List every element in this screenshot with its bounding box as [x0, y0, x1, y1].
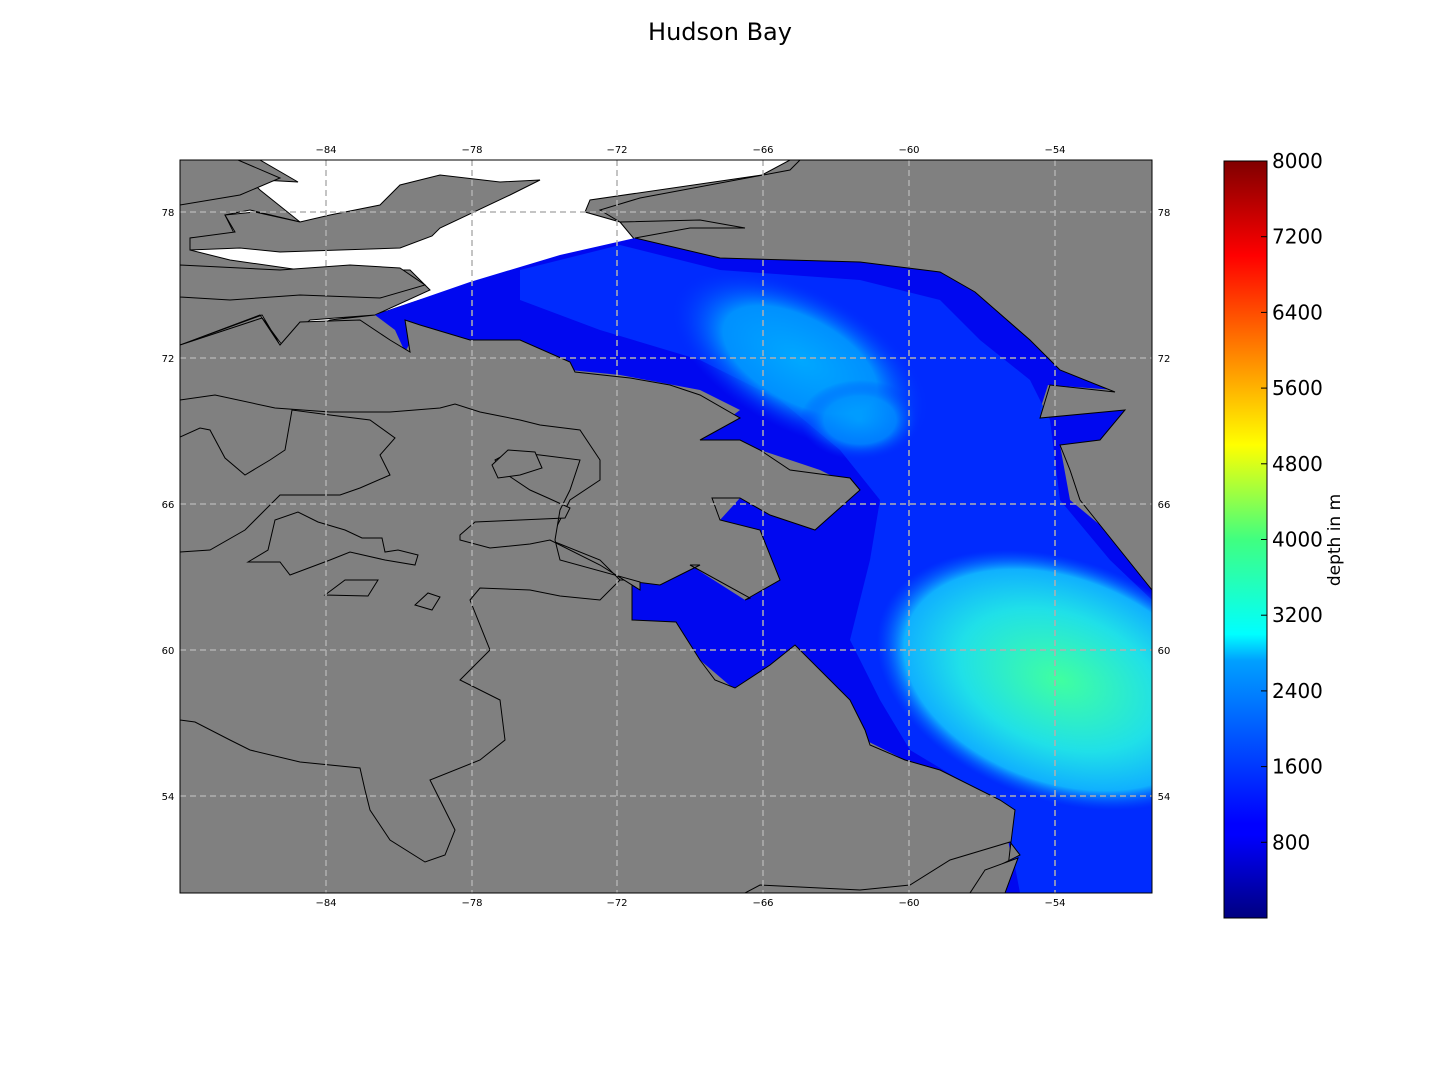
colorbar-tick-label: 7200: [1272, 225, 1323, 249]
map-frame: [179, 159, 1153, 894]
lon-tick-label: −78: [461, 898, 482, 909]
lon-tick-label: −66: [752, 145, 773, 156]
lat-tick-labels-right: 78 72 66 60 54: [1158, 208, 1171, 803]
colorbar-tick-label: 800: [1272, 830, 1310, 854]
small-island-c: [414, 592, 441, 611]
colorbar-label: depth in m: [1325, 494, 1345, 586]
lat-tick-label: 66: [1158, 500, 1171, 511]
arctic-island-north: [180, 160, 282, 206]
greenland: [598, 160, 1152, 591]
lon-tick-label: −54: [1044, 898, 1065, 909]
southampton-island: [459, 451, 641, 591]
map-area: [180, 160, 1152, 893]
lon-tick-label: −66: [752, 898, 773, 909]
lon-tick-label: −54: [1044, 145, 1065, 156]
chart-title: Hudson Bay: [648, 18, 792, 46]
colorbar-ticks: 8000 7200 6400 5600 4800 4000 3200 2400 1600 800: [1261, 149, 1323, 854]
colorbar-tick-label: 1600: [1272, 755, 1323, 779]
lon-tick-label: −72: [606, 898, 627, 909]
lon-tick-label: −78: [461, 145, 482, 156]
graticule: [180, 160, 1152, 893]
lon-tick-label: −60: [898, 145, 919, 156]
lon-tick-labels-top: −84 −78 −72 −66 −60 −54: [315, 145, 1065, 156]
lat-tick-label: 60: [1158, 646, 1171, 657]
lat-tick-label: 54: [162, 792, 175, 803]
arctic-island-middle: [180, 264, 427, 301]
colorbar-tick-label: 4800: [1272, 452, 1323, 476]
lat-tick-label: 72: [1158, 354, 1171, 365]
colorbar-tick-label: 2400: [1272, 679, 1323, 703]
lon-tick-labels-bottom: −84 −78 −72 −66 −60 −54: [315, 898, 1065, 909]
small-island-d: [969, 857, 1019, 893]
colorbar-tick-label: 4000: [1272, 528, 1323, 552]
colorbar-tick-label: 8000: [1272, 149, 1323, 173]
lat-tick-label: 66: [162, 500, 175, 511]
lat-tick-label: 78: [1158, 208, 1171, 219]
lon-tick-label: −60: [898, 898, 919, 909]
lon-tick-label: −72: [606, 145, 627, 156]
baffin-bay-deep-area-2: [800, 380, 920, 460]
colorbar-gradient: [1223, 160, 1268, 919]
lat-tick-label: 54: [1158, 792, 1171, 803]
lat-tick-label: 60: [162, 646, 175, 657]
colorbar-tick-label: 5600: [1272, 376, 1323, 400]
coats-island: [246, 511, 419, 576]
small-island-b: [323, 579, 379, 597]
colorbar-tick-label: 3200: [1272, 603, 1323, 627]
colorbar-tick-label: 6400: [1272, 300, 1323, 324]
lon-tick-label: −84: [315, 898, 336, 909]
small-island-a: [491, 449, 543, 479]
lat-tick-label: 72: [162, 354, 175, 365]
baffin-island: [180, 317, 861, 601]
lat-tick-label: 78: [162, 208, 175, 219]
arctic-island-strip: [189, 174, 541, 253]
lat-tick-labels-left: 78 72 66 60 54: [162, 208, 175, 803]
lon-tick-label: −84: [315, 145, 336, 156]
colorbar: 800072006400560048004000320024001600800 …: [1223, 149, 1345, 919]
mainland-canada: [180, 409, 1021, 893]
